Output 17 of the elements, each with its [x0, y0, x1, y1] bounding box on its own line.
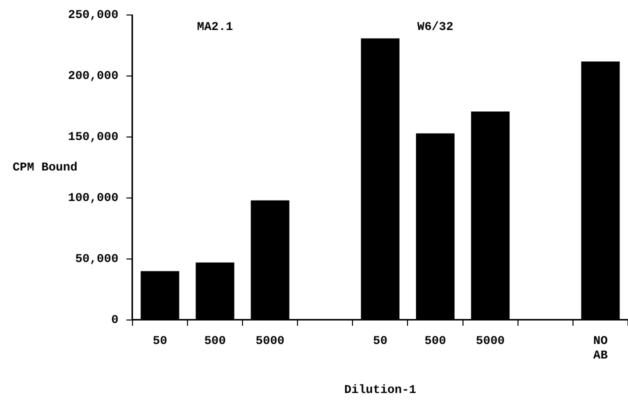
x-tick-label: 50 — [152, 334, 168, 348]
x-tick-label: 50 — [373, 334, 388, 348]
y-tick-label: 0 — [111, 312, 118, 327]
x-tick-label: 5000 — [476, 334, 505, 348]
annotation: W6/32 — [417, 20, 454, 34]
x-tick-label: 5000 — [256, 334, 284, 348]
y-tick-label: 50,000 — [75, 252, 118, 266]
y-tick-label: 200,000 — [68, 69, 118, 84]
annotation: MA2.1 — [197, 20, 234, 34]
y-tick-label: 250,000 — [68, 8, 118, 22]
x-tick-label: 500 — [424, 334, 446, 348]
x-tick-label: 500 — [204, 334, 226, 348]
x-axis-title: Dilution-1 — [344, 382, 416, 397]
y-tick-label: 150,000 — [68, 130, 118, 144]
y-axis-title: CPM Bound — [12, 160, 78, 175]
y-tick-label: 100,000 — [68, 190, 118, 205]
x-tick-label: NO AB — [593, 334, 608, 362]
